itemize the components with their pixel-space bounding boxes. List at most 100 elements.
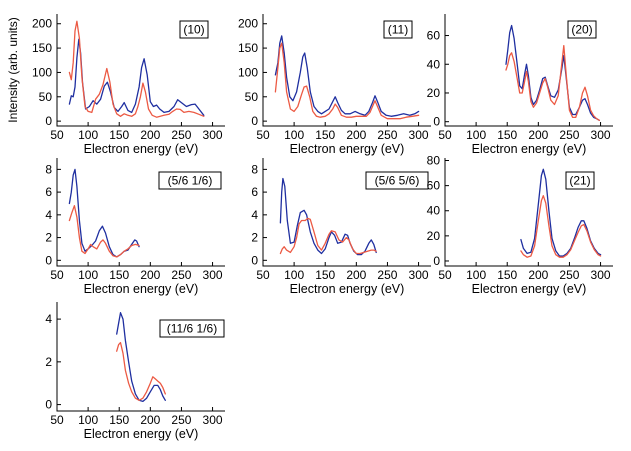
panel-label-box [565,171,595,190]
panel-4: 50 100 150 200 250 300 0 2 4 6 8 Electron energy (e… [45,158,225,296]
x-tick-label: 100 [78,268,98,282]
y-tick-label: 4 [45,312,52,326]
x-tick-label: 250 [171,413,191,427]
series-line-blue [68,168,140,258]
x-tick-label: 50 [50,128,64,142]
x-tick-label: 200 [140,128,160,142]
x-axis-label: Electron energy (eV) [84,142,199,156]
x-tick-label: 100 [78,128,98,142]
x-axis-label: Electron energy (eV) [472,142,587,156]
axis-frame [56,302,225,412]
series-line-blue [279,177,377,256]
y-tick-label: 0 [433,115,440,129]
x-tick-label: 150 [497,268,517,282]
series-line-red [116,341,166,401]
panel-label-box [179,20,209,39]
x-tick-label: 150 [109,413,129,427]
y-tick-label: 4 [45,208,52,222]
x-tick-label: 250 [559,128,579,142]
series-line-red [68,20,205,118]
x-tick-label: 300 [203,268,223,282]
x-tick-label: 250 [171,128,191,142]
series-line-blue [520,168,602,257]
x-tick-label: 300 [591,128,611,142]
y-tick-label: 200 [238,17,258,31]
panel-label-box [159,319,225,338]
x-tick-label: 50 [438,268,452,282]
x-tick-label: 50 [438,128,452,142]
panel-label: (11) [388,23,408,37]
y-tick-label: 0 [251,253,258,267]
y-tick-label: 40 [427,57,441,71]
panel-3: 50 100 150 200 250 300 0 20 40 60 Electron energy … [427,14,613,156]
y-tick-label: 0 [45,398,52,412]
x-tick-label: 250 [377,268,397,282]
x-tick-label: 50 [256,128,270,142]
x-tick-label: 50 [256,268,270,282]
y-tick-label: 0 [251,114,258,128]
x-axis-label: Electron energy (eV) [84,282,199,296]
x-tick-label: 250 [559,268,579,282]
x-tick-label: 300 [591,268,611,282]
series-line-red [520,195,602,258]
y-tick-label: 150 [238,41,258,55]
panel-7: 50 100 150 200 250 300 0 2 4 Electron energy (eV)… [45,302,225,441]
panel-label: (5/6 5/6) [375,174,420,188]
y-tick-label: 40 [427,204,441,218]
x-tick-label: 150 [315,268,335,282]
y-tick-label: 0 [45,253,52,267]
y-tick-label: 80 [427,154,441,168]
y-tick-label: 50 [39,90,53,104]
x-tick-label: 200 [346,128,366,142]
series-line-red [505,44,600,121]
panel-label: (5/6 1/6) [168,174,213,188]
x-tick-label: 150 [109,128,129,142]
x-tick-label: 50 [50,268,64,282]
y-tick-label: 200 [32,17,52,31]
x-tick-label: 100 [284,268,304,282]
x-tick-label: 300 [409,128,429,142]
x-tick-label: 200 [528,268,548,282]
series-line-blue [274,35,420,117]
y-tick-label: 20 [427,229,441,243]
series-line-red [279,217,377,255]
series-line-blue [68,38,205,116]
panel-label-box [365,171,429,190]
y-tick-label: 60 [427,179,441,193]
y-tick-label: 20 [427,86,441,100]
x-tick-label: 50 [50,413,64,427]
y-tick-label: 60 [427,29,441,43]
x-tick-label: 200 [140,413,160,427]
panel-label-box [383,20,413,39]
x-tick-label: 300 [409,268,429,282]
y-tick-label: 8 [45,162,52,176]
x-tick-label: 300 [203,128,223,142]
y-tick-label: 4 [251,208,258,222]
y-tick-label: 8 [251,162,258,176]
x-axis-label: Electron energy (eV) [472,282,587,296]
panel-label: (10) [183,23,204,37]
x-tick-label: 200 [140,268,160,282]
y-tick-label: 0 [45,114,52,128]
x-tick-label: 100 [78,413,98,427]
y-tick-label: 2 [45,231,52,245]
panel-label-box [158,171,222,190]
panel-label: (11/6 1/6) [167,322,217,336]
x-tick-label: 250 [377,128,397,142]
y-tick-label: 150 [32,41,52,55]
y-axis-label: Intensity (arb. units) [6,17,20,122]
y-tick-label: 100 [32,65,52,79]
x-axis-label: Electron energy (eV) [84,427,199,441]
panel-6: 50 100 150 200 250 300 0 20 40 60 80 Electron energ… [427,154,613,296]
panel-label: (21) [569,174,590,188]
x-tick-label: 250 [171,268,191,282]
x-tick-label: 300 [203,413,223,427]
y-tick-label: 0 [433,254,440,268]
panel-label-box [567,20,597,39]
x-tick-label: 100 [284,128,304,142]
y-tick-label: 100 [238,65,258,79]
series-line-blue [505,24,600,121]
